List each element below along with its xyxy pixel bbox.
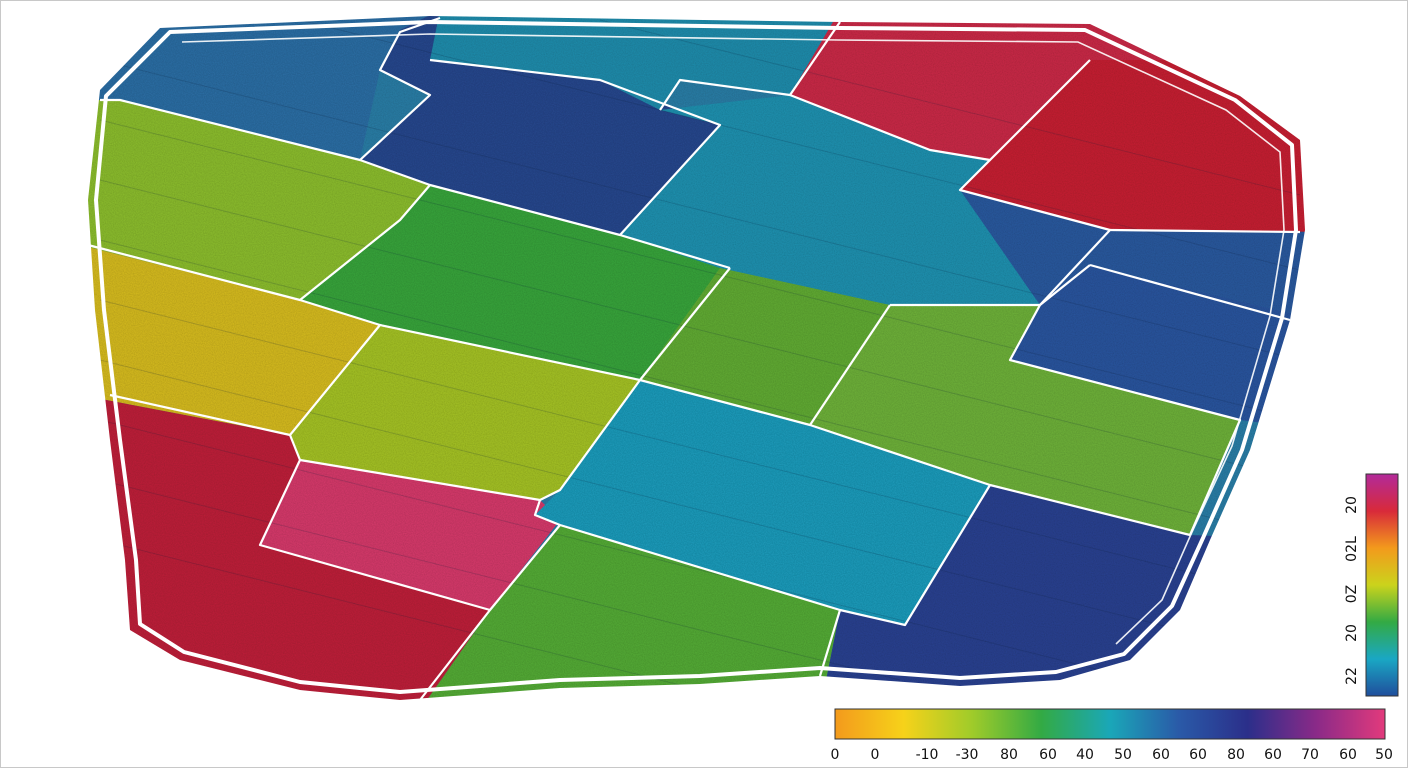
- horizontal-legend-tick: 60: [1152, 747, 1170, 763]
- zone-mid-yellowgreen[interactable]: [290, 325, 640, 500]
- zone-right-green[interactable]: [810, 305, 1240, 535]
- horizontal-legend-tick: 0: [871, 747, 880, 763]
- field-boundary: [94, 20, 1298, 694]
- horizontal-legend-tick: -10: [916, 747, 939, 763]
- horizontal-legend-bar: [834, 708, 1386, 740]
- horizontal-legend-tick: 80: [1000, 747, 1018, 763]
- vertical-legend-tick: 02L: [1344, 536, 1360, 562]
- horizontal-legend-tick: 60: [1039, 747, 1057, 763]
- zone-top-navy[interactable]: [360, 10, 720, 235]
- vertical-legend-tick: 20: [1344, 496, 1360, 514]
- horizontal-legend-tick: 0: [831, 747, 840, 763]
- vertical-legend: 22 20 0Z 02L 20: [1344, 473, 1399, 697]
- horizontal-legend-tick: 50: [1375, 747, 1393, 763]
- furrow-lines: [99, 19, 1301, 691]
- zone-bottom-pink[interactable]: [260, 460, 560, 610]
- vertical-legend-tick: 0Z: [1344, 585, 1360, 604]
- zone-mid-green[interactable]: [640, 268, 890, 425]
- horizontal-legend-tick: -30: [956, 747, 979, 763]
- zone-right-blue[interactable]: [960, 190, 1320, 320]
- vertical-legend-ticks: 22 20 0Z 02L 20: [1344, 496, 1360, 685]
- field-boundary-inner: [181, 33, 1285, 645]
- horizontal-legend-tick: 60: [1339, 747, 1357, 763]
- horizontal-legend-tick: 60: [1264, 747, 1282, 763]
- zone-left-green[interactable]: [80, 100, 430, 300]
- zone-bottom-green[interactable]: [420, 525, 840, 710]
- zone-left-yellow[interactable]: [80, 245, 380, 435]
- zones-layer: [80, 10, 1320, 710]
- horizontal-legend-tick: 60: [1189, 747, 1207, 763]
- horizontal-legend-ticks: 0 0 -10 -30 80 60 40 50 60 60 80 60 70 60 50: [831, 747, 1393, 763]
- horizontal-legend-tick: 50: [1114, 747, 1132, 763]
- zone-top-left-blue[interactable]: [80, 10, 440, 160]
- zone-boundaries: [87, 16, 1301, 701]
- horizontal-legend-tick: 40: [1076, 747, 1094, 763]
- horizontal-legend-tick: 70: [1301, 747, 1319, 763]
- vertical-legend-tick: 20: [1344, 624, 1360, 642]
- zone-center-green[interactable]: [300, 185, 730, 380]
- horizontal-legend: 0 0 -10 -30 80 60 40 50 60 60 80 60 70 60 50: [831, 708, 1393, 763]
- zone-center-teal[interactable]: [620, 95, 1110, 305]
- zone-right-red[interactable]: [960, 60, 1320, 232]
- horizontal-legend-tick: 80: [1227, 747, 1245, 763]
- vertical-legend-tick: 22: [1344, 667, 1360, 685]
- zone-bottom-cyan[interactable]: [535, 380, 990, 625]
- vertical-legend-bar: [1365, 473, 1399, 697]
